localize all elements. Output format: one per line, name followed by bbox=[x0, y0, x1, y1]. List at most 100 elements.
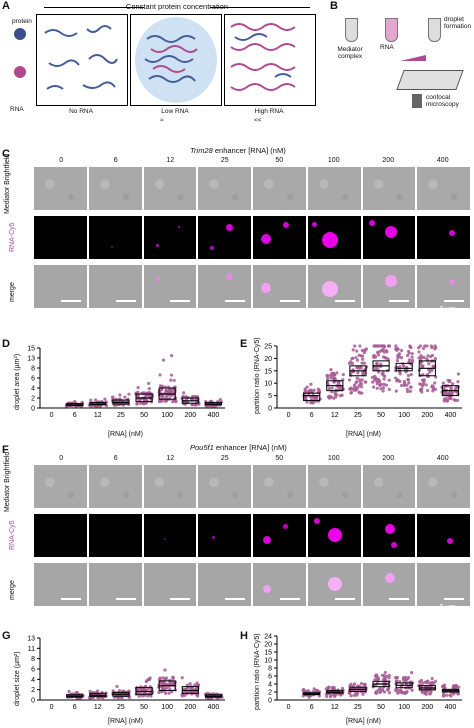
data-point bbox=[417, 350, 421, 354]
data-point bbox=[406, 378, 410, 382]
y-tick-label: 0 bbox=[31, 698, 35, 705]
conc-label: 12 bbox=[166, 157, 175, 164]
data-point bbox=[387, 691, 391, 695]
data-point bbox=[395, 359, 399, 363]
box bbox=[303, 392, 321, 402]
x-tick-label: 25 bbox=[117, 412, 125, 419]
data-point bbox=[381, 347, 385, 352]
conc-label: 400 bbox=[436, 455, 449, 462]
data-point bbox=[332, 685, 336, 690]
data-point bbox=[303, 397, 307, 401]
scale-bar bbox=[225, 598, 245, 600]
y-tick-label: 5 bbox=[268, 393, 272, 400]
data-point bbox=[164, 389, 168, 393]
cy5-image bbox=[417, 216, 470, 259]
data-point bbox=[312, 687, 316, 691]
x-tick-label: 12 bbox=[94, 412, 102, 419]
data-point bbox=[326, 374, 330, 378]
panel-b-label: B bbox=[330, 0, 338, 12]
merge-image bbox=[34, 265, 87, 308]
brightfield-image bbox=[362, 167, 416, 210]
data-point bbox=[350, 361, 355, 366]
data-point bbox=[115, 684, 119, 689]
cy5-image bbox=[417, 514, 470, 557]
data-point bbox=[382, 377, 386, 381]
cy5-image bbox=[307, 514, 361, 557]
data-point bbox=[147, 387, 151, 391]
scale-bar bbox=[60, 300, 81, 302]
data-point bbox=[394, 344, 398, 348]
data-point bbox=[375, 377, 379, 381]
data-point bbox=[430, 676, 434, 681]
data-point bbox=[361, 357, 365, 361]
data-point bbox=[146, 687, 150, 691]
panel-e-label: E bbox=[240, 338, 248, 350]
cy5-image bbox=[143, 514, 197, 557]
brightfield-image bbox=[88, 465, 142, 508]
box bbox=[395, 362, 413, 372]
data-point bbox=[410, 351, 414, 356]
data-point bbox=[402, 379, 406, 384]
no-rna-box bbox=[36, 14, 128, 106]
data-point bbox=[167, 691, 171, 695]
data-point bbox=[162, 681, 166, 685]
tube-rna-icon bbox=[385, 18, 398, 42]
data-point bbox=[426, 388, 430, 393]
data-point bbox=[406, 349, 411, 354]
data-point bbox=[309, 401, 313, 405]
data-point bbox=[360, 361, 364, 365]
cy5-image bbox=[198, 216, 251, 259]
data-point bbox=[404, 691, 408, 695]
data-point bbox=[405, 389, 410, 394]
data-point bbox=[406, 677, 410, 681]
x-tick-label: 50 bbox=[140, 704, 148, 711]
data-point bbox=[421, 346, 426, 351]
data-point bbox=[357, 366, 361, 370]
brightfield-image bbox=[307, 167, 361, 210]
data-point bbox=[456, 372, 461, 376]
data-point bbox=[334, 388, 338, 392]
panel-f-brightfield-row bbox=[34, 465, 470, 508]
brightfield-image bbox=[253, 465, 306, 508]
x-tick-label: 200 bbox=[421, 704, 433, 711]
data-point bbox=[456, 691, 460, 696]
x-tick-label: 6 bbox=[310, 704, 314, 711]
conc-label: 25 bbox=[220, 157, 229, 164]
scale-bar bbox=[279, 598, 300, 600]
data-point bbox=[183, 693, 187, 698]
data-point bbox=[136, 385, 140, 390]
data-point bbox=[164, 676, 169, 680]
data-point bbox=[180, 694, 184, 698]
x-tick-label: 12 bbox=[331, 412, 339, 419]
data-point bbox=[379, 387, 383, 391]
y-tick-label: 6 bbox=[31, 667, 35, 674]
data-point bbox=[375, 380, 380, 384]
ratio-low: ≈ bbox=[160, 117, 164, 124]
x-tick-label: 100 bbox=[161, 704, 173, 711]
y-tick-label: 0 bbox=[31, 406, 35, 413]
data-point bbox=[405, 368, 409, 372]
label-rna: RNA bbox=[380, 44, 394, 51]
merge-image bbox=[307, 265, 361, 308]
cy5-image bbox=[34, 216, 87, 259]
data-point bbox=[158, 373, 162, 377]
data-point bbox=[375, 689, 379, 693]
data-point bbox=[145, 679, 149, 683]
label-mediator: Mediator complex bbox=[337, 46, 363, 60]
data-point bbox=[359, 354, 363, 358]
y-tick-label: 2 bbox=[31, 396, 35, 403]
y-tick-label: 8 bbox=[31, 656, 35, 663]
data-point bbox=[325, 376, 330, 381]
x-tick-label: 6 bbox=[73, 412, 77, 419]
conc-label: 200 bbox=[382, 157, 395, 164]
merge-image bbox=[362, 265, 416, 308]
data-point bbox=[118, 393, 122, 397]
data-point bbox=[123, 395, 127, 399]
data-point bbox=[405, 353, 410, 358]
conc-label: 0 bbox=[59, 157, 64, 164]
x-tick-label: 0 bbox=[50, 412, 54, 419]
y-tick-label: 24 bbox=[264, 634, 272, 641]
data-point bbox=[378, 690, 382, 694]
y-tick-label: 2 bbox=[31, 687, 35, 694]
brightfield-image bbox=[34, 167, 87, 210]
